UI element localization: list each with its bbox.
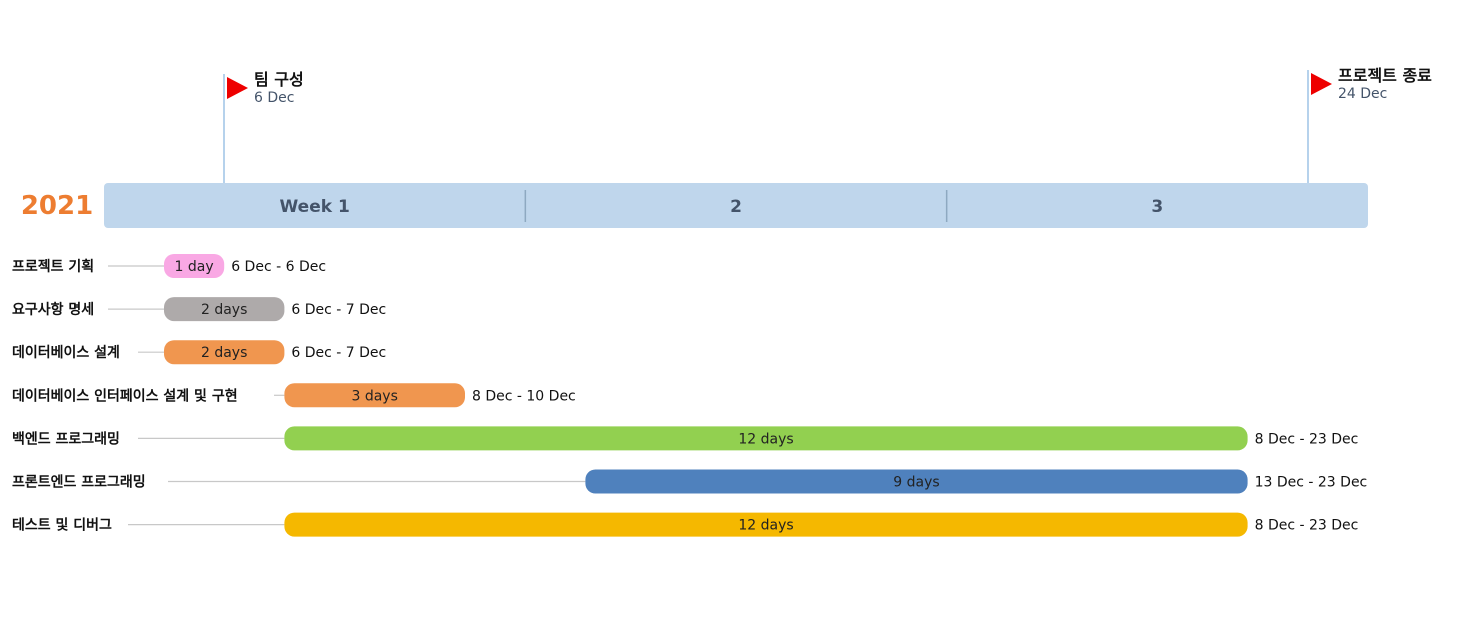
- date-range-label: 6 Dec - 7 Dec: [291, 302, 386, 318]
- task-name: 프로젝트 기획: [12, 258, 94, 275]
- task-bar: [284, 512, 1248, 537]
- task-row: 요구사항 명세 2 days 6 Dec - 7 Dec: [12, 297, 386, 322]
- tasks: 프로젝트 기획 1 day 6 Dec - 6 Dec 요구사항 명세 2 days 6 …: [12, 254, 1367, 537]
- timescale-band: [104, 183, 1368, 228]
- week-label: 3: [1151, 197, 1163, 217]
- flag-icon: [227, 77, 248, 99]
- week-label: 2: [730, 197, 742, 217]
- task-name: 프론트엔드 프로그래밍: [12, 474, 146, 491]
- task-row: 프로젝트 기획 1 day 6 Dec - 6 Dec: [12, 254, 326, 278]
- task-row: 테스트 및 디버그 12 days 8 Dec - 23 Dec: [12, 512, 1359, 537]
- task-name: 데이터베이스 인터페이스 설계 및 구현: [12, 387, 238, 404]
- year-label: 2021: [21, 191, 93, 221]
- task-row: 프론트엔드 프로그래밍 9 days 13 Dec - 23 Dec: [12, 469, 1368, 494]
- timescale: 2021 Week 1 2 3: [21, 183, 1368, 228]
- task-bar: [164, 340, 285, 365]
- task-bar: [164, 297, 285, 322]
- date-range-label: 8 Dec - 23 Dec: [1255, 518, 1359, 534]
- task-name: 데이터베이스 설계: [12, 344, 120, 361]
- milestone-title: 팀 구성: [254, 70, 304, 89]
- flag-icon: [1311, 73, 1332, 95]
- milestone-title: 프로젝트 종료: [1338, 66, 1432, 85]
- duration-label: 1 day: [175, 259, 214, 275]
- date-range-label: 8 Dec - 10 Dec: [472, 388, 576, 404]
- duration-label: 2 days: [201, 302, 247, 318]
- task-row: 데이터베이스 설계 2 days 6 Dec - 7 Dec: [12, 340, 386, 365]
- milestone-date: 24 Dec: [1338, 86, 1387, 102]
- duration-label: 3 days: [351, 388, 397, 404]
- task-bar: [284, 383, 465, 408]
- duration-label: 12 days: [738, 431, 793, 447]
- task-name: 백엔드 프로그래밍: [12, 430, 120, 447]
- date-range-label: 13 Dec - 23 Dec: [1255, 475, 1368, 491]
- task-name: 요구사항 명세: [12, 301, 94, 318]
- week-label: Week 1: [280, 197, 350, 217]
- date-range-label: 8 Dec - 23 Dec: [1255, 431, 1359, 447]
- duration-label: 9 days: [893, 475, 939, 491]
- milestone-date: 6 Dec: [254, 90, 294, 106]
- date-range-label: 6 Dec - 6 Dec: [231, 259, 326, 275]
- task-bar: [284, 426, 1248, 451]
- task-row: 데이터베이스 인터페이스 설계 및 구현 3 days 8 Dec - 10 Dec: [12, 383, 576, 408]
- date-range-label: 6 Dec - 7 Dec: [291, 345, 386, 361]
- task-bar: [164, 254, 225, 278]
- duration-label: 2 days: [201, 345, 247, 361]
- task-name: 테스트 및 디버그: [12, 517, 112, 534]
- task-row: 백엔드 프로그래밍 12 days 8 Dec - 23 Dec: [12, 426, 1359, 451]
- duration-label: 12 days: [738, 518, 793, 534]
- milestone: 팀 구성6 Dec: [223, 70, 304, 183]
- task-bar: [585, 469, 1248, 494]
